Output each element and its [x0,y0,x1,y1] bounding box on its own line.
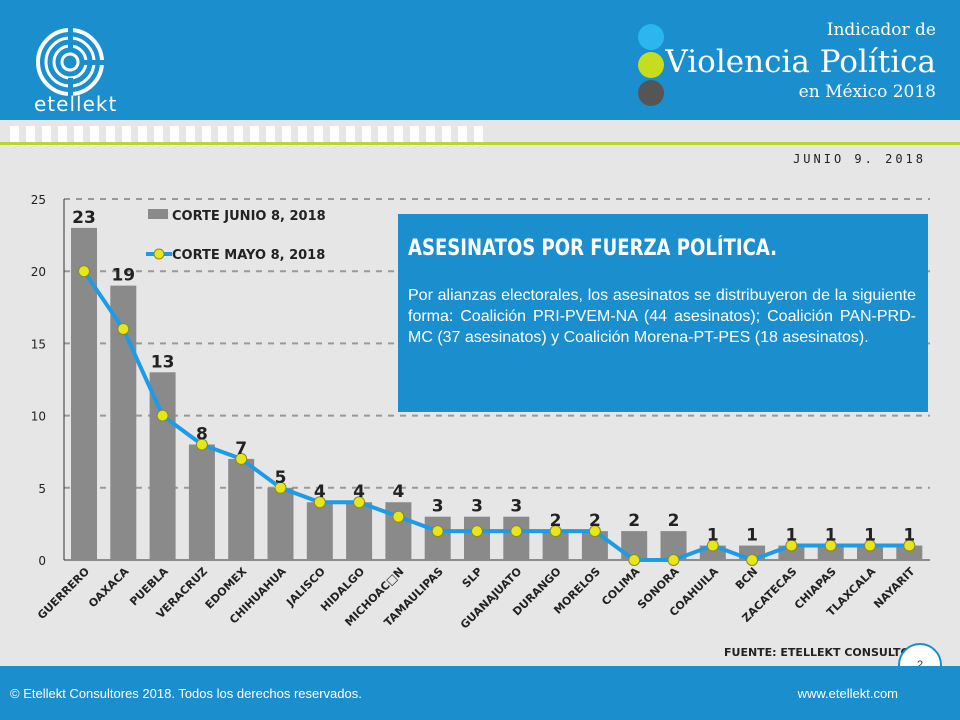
stripe-band [0,120,960,150]
line-point [510,525,523,538]
accent-line [0,142,960,145]
line-point [313,496,326,509]
bar-value-label: 8 [196,424,208,444]
line-point [235,452,248,465]
footer-copyright: © Etellekt Consultores 2018. Todos los d… [10,686,362,701]
line-point [549,525,562,538]
x-tick-label: BCN [733,565,760,592]
brand-name: etellekt [34,92,118,116]
line-point [392,510,405,523]
line-point [785,539,798,552]
report-date: JUNIO 9. 2018 [793,152,926,166]
bar-value-label: 4 [392,482,404,502]
etellekt-logo-icon [36,28,104,98]
x-tick-label: GUERRERO [35,565,92,622]
legend-bar-swatch [148,209,168,219]
bar [896,545,923,560]
bar [149,372,176,560]
line-point [706,539,719,552]
line-point [78,265,90,278]
y-tick-label: 20 [31,265,46,279]
bar-value-label: 2 [550,511,562,531]
bar-value-label: 4 [314,482,326,502]
bar [267,487,294,560]
bar [503,516,530,560]
y-tick-label: 5 [38,482,46,496]
line-point [471,525,483,538]
line-point [588,525,601,538]
bar-value-label: 1 [903,526,915,546]
blue-dot-icon [638,24,664,50]
bar-value-label: 3 [510,497,522,517]
header-bar [0,0,960,120]
info-text: Por alianzas electorales, los asesinatos… [408,287,916,346]
bar [424,516,451,560]
bar [346,502,373,560]
line-point [903,539,916,552]
line-point [628,554,641,566]
x-tick-label: NAYARIT [871,565,917,611]
line-point [431,525,444,538]
series-line-mayo [82,270,910,562]
bar-value-label: 1 [746,526,758,546]
x-tick-label: SLP [460,565,485,590]
bar [306,502,333,560]
header-title-small: Indicador de [826,20,936,40]
line-point [824,539,837,552]
bar-value-label: 23 [72,208,96,228]
bar [188,444,215,560]
bar-value-label: 3 [432,497,444,517]
header-subtitle: en México 2018 [798,82,936,102]
footer-bar [0,666,960,720]
y-tick-label: 15 [31,337,46,351]
bar-value-label: 1 [785,526,797,546]
line-point [117,322,130,335]
y-tick-label: 10 [31,410,46,424]
line-point [353,496,366,509]
bar-value-label: 13 [151,352,175,372]
line-point [864,539,876,552]
gray-dot-icon [638,80,664,106]
bar-value-label: 4 [353,482,365,502]
bar-chart: 0 5 10 15 20 25 23 19 13 8 7 5 4 4 4 3 3 3 2 2 2 2 1 1 1 1 1 1 GUER… [31,193,930,631]
bar-value-label: 1 [707,526,719,546]
info-box: ASESINATOS POR FUERZA POLÍTICA. Por alia… [398,214,928,412]
bar-value-label: 7 [235,439,247,459]
bar-value-label: 2 [589,511,601,531]
bar-value-label: 2 [668,511,680,531]
bar-value-label: 19 [111,266,135,286]
legend-marker [153,248,165,260]
header-title: Violencia Política [665,44,936,80]
bar-value-label: 5 [275,468,287,488]
line-point [156,409,169,422]
green-dot-icon [638,52,664,78]
bar [464,516,490,560]
y-tick-label: 0 [38,554,46,568]
legend-label-junio: CORTE JUNIO 8, 2018 [172,209,326,224]
y-tick-label: 25 [31,193,46,207]
line-point [667,554,680,566]
bar-value-label: 1 [864,526,876,546]
bar [857,545,883,560]
bar-value-label: 1 [825,526,837,546]
bar [817,545,844,560]
bar-value-label: 3 [471,497,483,517]
source-note: FUENTE: ETELLEKT CONSULTORES [724,646,934,659]
bar [71,227,97,560]
line-point [746,554,759,566]
footer-website[interactable]: www.etellekt.com [797,686,898,701]
bar [228,458,255,560]
legend-label-mayo: CORTE MAYO 8, 2018 [172,248,325,263]
x-tick-label: OAXACA [86,565,132,611]
bar-value-label: 2 [628,511,640,531]
line-point [195,438,208,451]
line-point [274,481,287,494]
info-title: ASESINATOS POR FUERZA POLÍTICA. [408,236,777,261]
